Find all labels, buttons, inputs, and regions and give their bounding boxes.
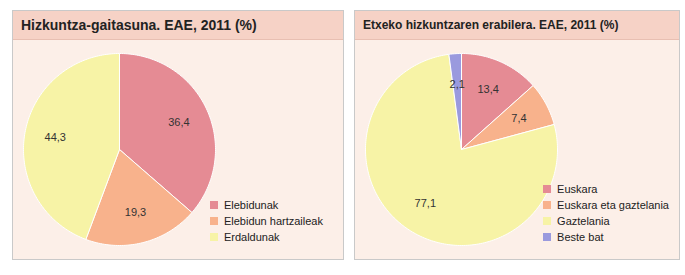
html-text:Gaztelania: Gaztelania: [557, 215, 610, 227]
svg-text:77,1: 77,1: [415, 197, 436, 209]
svg-text:2,1: 2,1: [450, 78, 465, 90]
svg-text:19,3: 19,3: [125, 206, 146, 218]
html-text:Hizkuntza-gaitasuna. EAE, 2011: Hizkuntza-gaitasuna. EAE, 2011 (%): [21, 17, 257, 33]
html-text:Etxeko hizkuntzaren erabilera.: Etxeko hizkuntzaren erabilera. EAE, 2011…: [363, 18, 619, 32]
html-text:Euskara eta gaztelania: Euskara eta gaztelania: [557, 199, 669, 211]
svg-text:7,4: 7,4: [511, 112, 526, 124]
svg-text:36,4: 36,4: [168, 116, 189, 128]
html-text:Elebidunak: Elebidunak: [223, 199, 279, 211]
svg-text:44,3: 44,3: [45, 131, 66, 143]
html-text:Beste bat: Beste bat: [557, 231, 604, 243]
html-text:Erdaldunak: Erdaldunak: [223, 231, 280, 243]
html-text:Euskara: Euskara: [557, 183, 598, 195]
html-text:Elebidun hartzaileak: Elebidun hartzaileak: [223, 215, 323, 227]
svg-text:13,4: 13,4: [477, 83, 498, 95]
